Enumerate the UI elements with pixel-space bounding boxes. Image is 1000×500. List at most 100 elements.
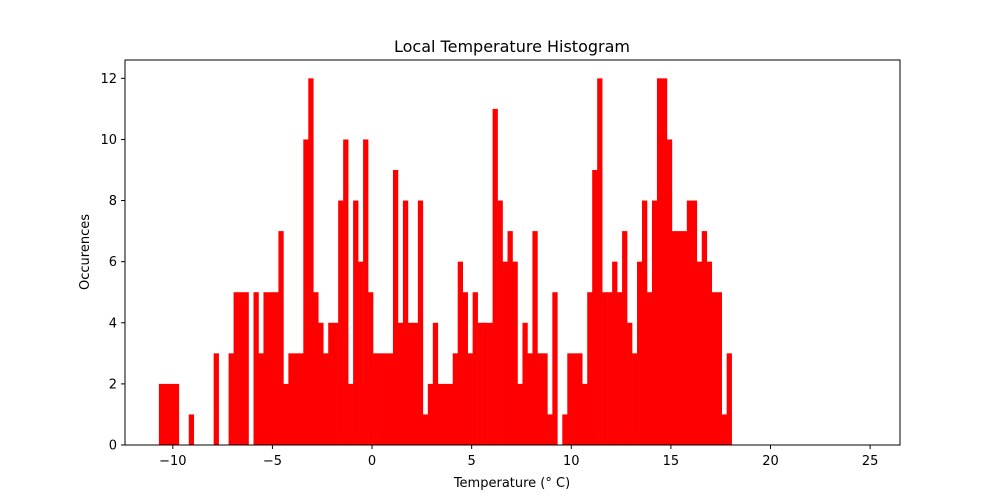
x-tick-label: −5 (263, 454, 282, 469)
histogram-bar (228, 353, 234, 445)
histogram-bar (587, 292, 593, 445)
histogram-bar (273, 292, 279, 445)
histogram-bar (288, 353, 294, 445)
y-tick-label: 2 (109, 377, 117, 392)
y-tick-label: 12 (100, 72, 117, 87)
chart-title: Local Temperature Histogram (394, 37, 630, 56)
histogram-bar (706, 261, 713, 445)
histogram-bar (651, 200, 658, 445)
histogram-bar (612, 261, 618, 445)
x-axis-label: Temperature (° C) (453, 476, 570, 491)
histogram-bar (258, 353, 264, 445)
histogram-bar (522, 322, 528, 445)
histogram-bar (173, 383, 180, 445)
histogram-bar (472, 292, 478, 445)
bars-group (158, 78, 732, 445)
y-tick-label: 0 (109, 439, 117, 454)
histogram-bar (343, 139, 349, 445)
histogram-bar (507, 231, 513, 445)
y-axis-label: Occurences (78, 214, 93, 290)
y-axis-ticks: 0 2 4 6 8 10 12 (100, 72, 125, 454)
histogram-bar (392, 170, 399, 445)
histogram-bar (716, 292, 722, 445)
histogram-bar (412, 322, 419, 445)
histogram-bar (233, 292, 239, 445)
histogram-bar (298, 353, 304, 445)
histogram-bar (592, 170, 598, 445)
histogram-bar (238, 292, 244, 445)
histogram-bar (562, 414, 568, 445)
y-tick-label: 4 (109, 316, 117, 331)
histogram-bar (512, 261, 518, 445)
histogram-bar (397, 322, 404, 445)
x-tick-label: 0 (368, 454, 376, 469)
histogram-bar (213, 353, 219, 445)
histogram-bar (168, 383, 175, 445)
histogram-bar (462, 292, 468, 445)
histogram-bar (263, 292, 269, 445)
histogram-bar (487, 322, 493, 445)
histogram-bar (353, 200, 359, 445)
histogram-bar (188, 414, 195, 445)
histogram-bar (348, 383, 354, 445)
x-tick-label: 15 (663, 454, 680, 469)
histogram-bar (457, 261, 463, 445)
histogram-bar (432, 322, 439, 445)
histogram-bar (163, 383, 170, 445)
histogram-bar (387, 353, 394, 445)
histogram-bar (607, 292, 613, 445)
histogram-bar (597, 78, 603, 445)
histogram-bar (492, 108, 498, 445)
histogram-bar (502, 261, 508, 445)
histogram-bar (308, 78, 314, 445)
histogram-bar (547, 414, 553, 445)
histogram-bar (158, 383, 165, 445)
histogram-bar (328, 322, 334, 445)
histogram-bar (452, 353, 459, 445)
histogram-bar (696, 261, 703, 445)
histogram-bar (622, 231, 628, 445)
histogram-bar (567, 353, 573, 445)
histogram-bar (646, 292, 653, 445)
histogram-bar (671, 231, 678, 445)
x-tick-label: 5 (468, 454, 476, 469)
histogram-bar (577, 353, 583, 445)
histogram-bar (373, 353, 379, 445)
x-tick-label: −10 (159, 454, 186, 469)
histogram-bar (711, 292, 718, 445)
histogram-bar (417, 200, 424, 445)
plot-frame (124, 59, 901, 446)
histogram-bar (517, 383, 523, 445)
histogram-bar (278, 231, 284, 445)
histogram-bar (303, 139, 309, 445)
histogram-bar (477, 322, 483, 445)
histogram-bar (637, 261, 643, 445)
x-tick-label: 25 (862, 454, 879, 469)
histogram-bar (617, 292, 623, 445)
histogram-bar (467, 353, 473, 445)
y-tick-label: 6 (109, 255, 117, 270)
histogram-bar (666, 139, 673, 445)
histogram-bar (338, 200, 344, 445)
histogram-bar (497, 200, 503, 445)
histogram-bar (721, 414, 727, 445)
histogram-bar (268, 292, 274, 445)
histogram-bar (686, 200, 693, 445)
histogram-bar (582, 383, 588, 445)
histogram-bar (542, 353, 548, 445)
histogram-bar (641, 200, 648, 445)
histogram-bar (537, 353, 543, 445)
y-tick-label: 10 (100, 133, 117, 148)
histogram-bar (427, 383, 434, 445)
histogram-bar (243, 292, 249, 445)
histogram-bar (368, 292, 374, 445)
histogram-bar (632, 353, 638, 445)
histogram-bar (627, 322, 633, 445)
histogram-bar (293, 353, 299, 445)
histogram-bar (602, 292, 608, 445)
histogram-bar (378, 353, 384, 445)
x-tick-label: 20 (762, 454, 779, 469)
histogram-bar (402, 200, 409, 445)
